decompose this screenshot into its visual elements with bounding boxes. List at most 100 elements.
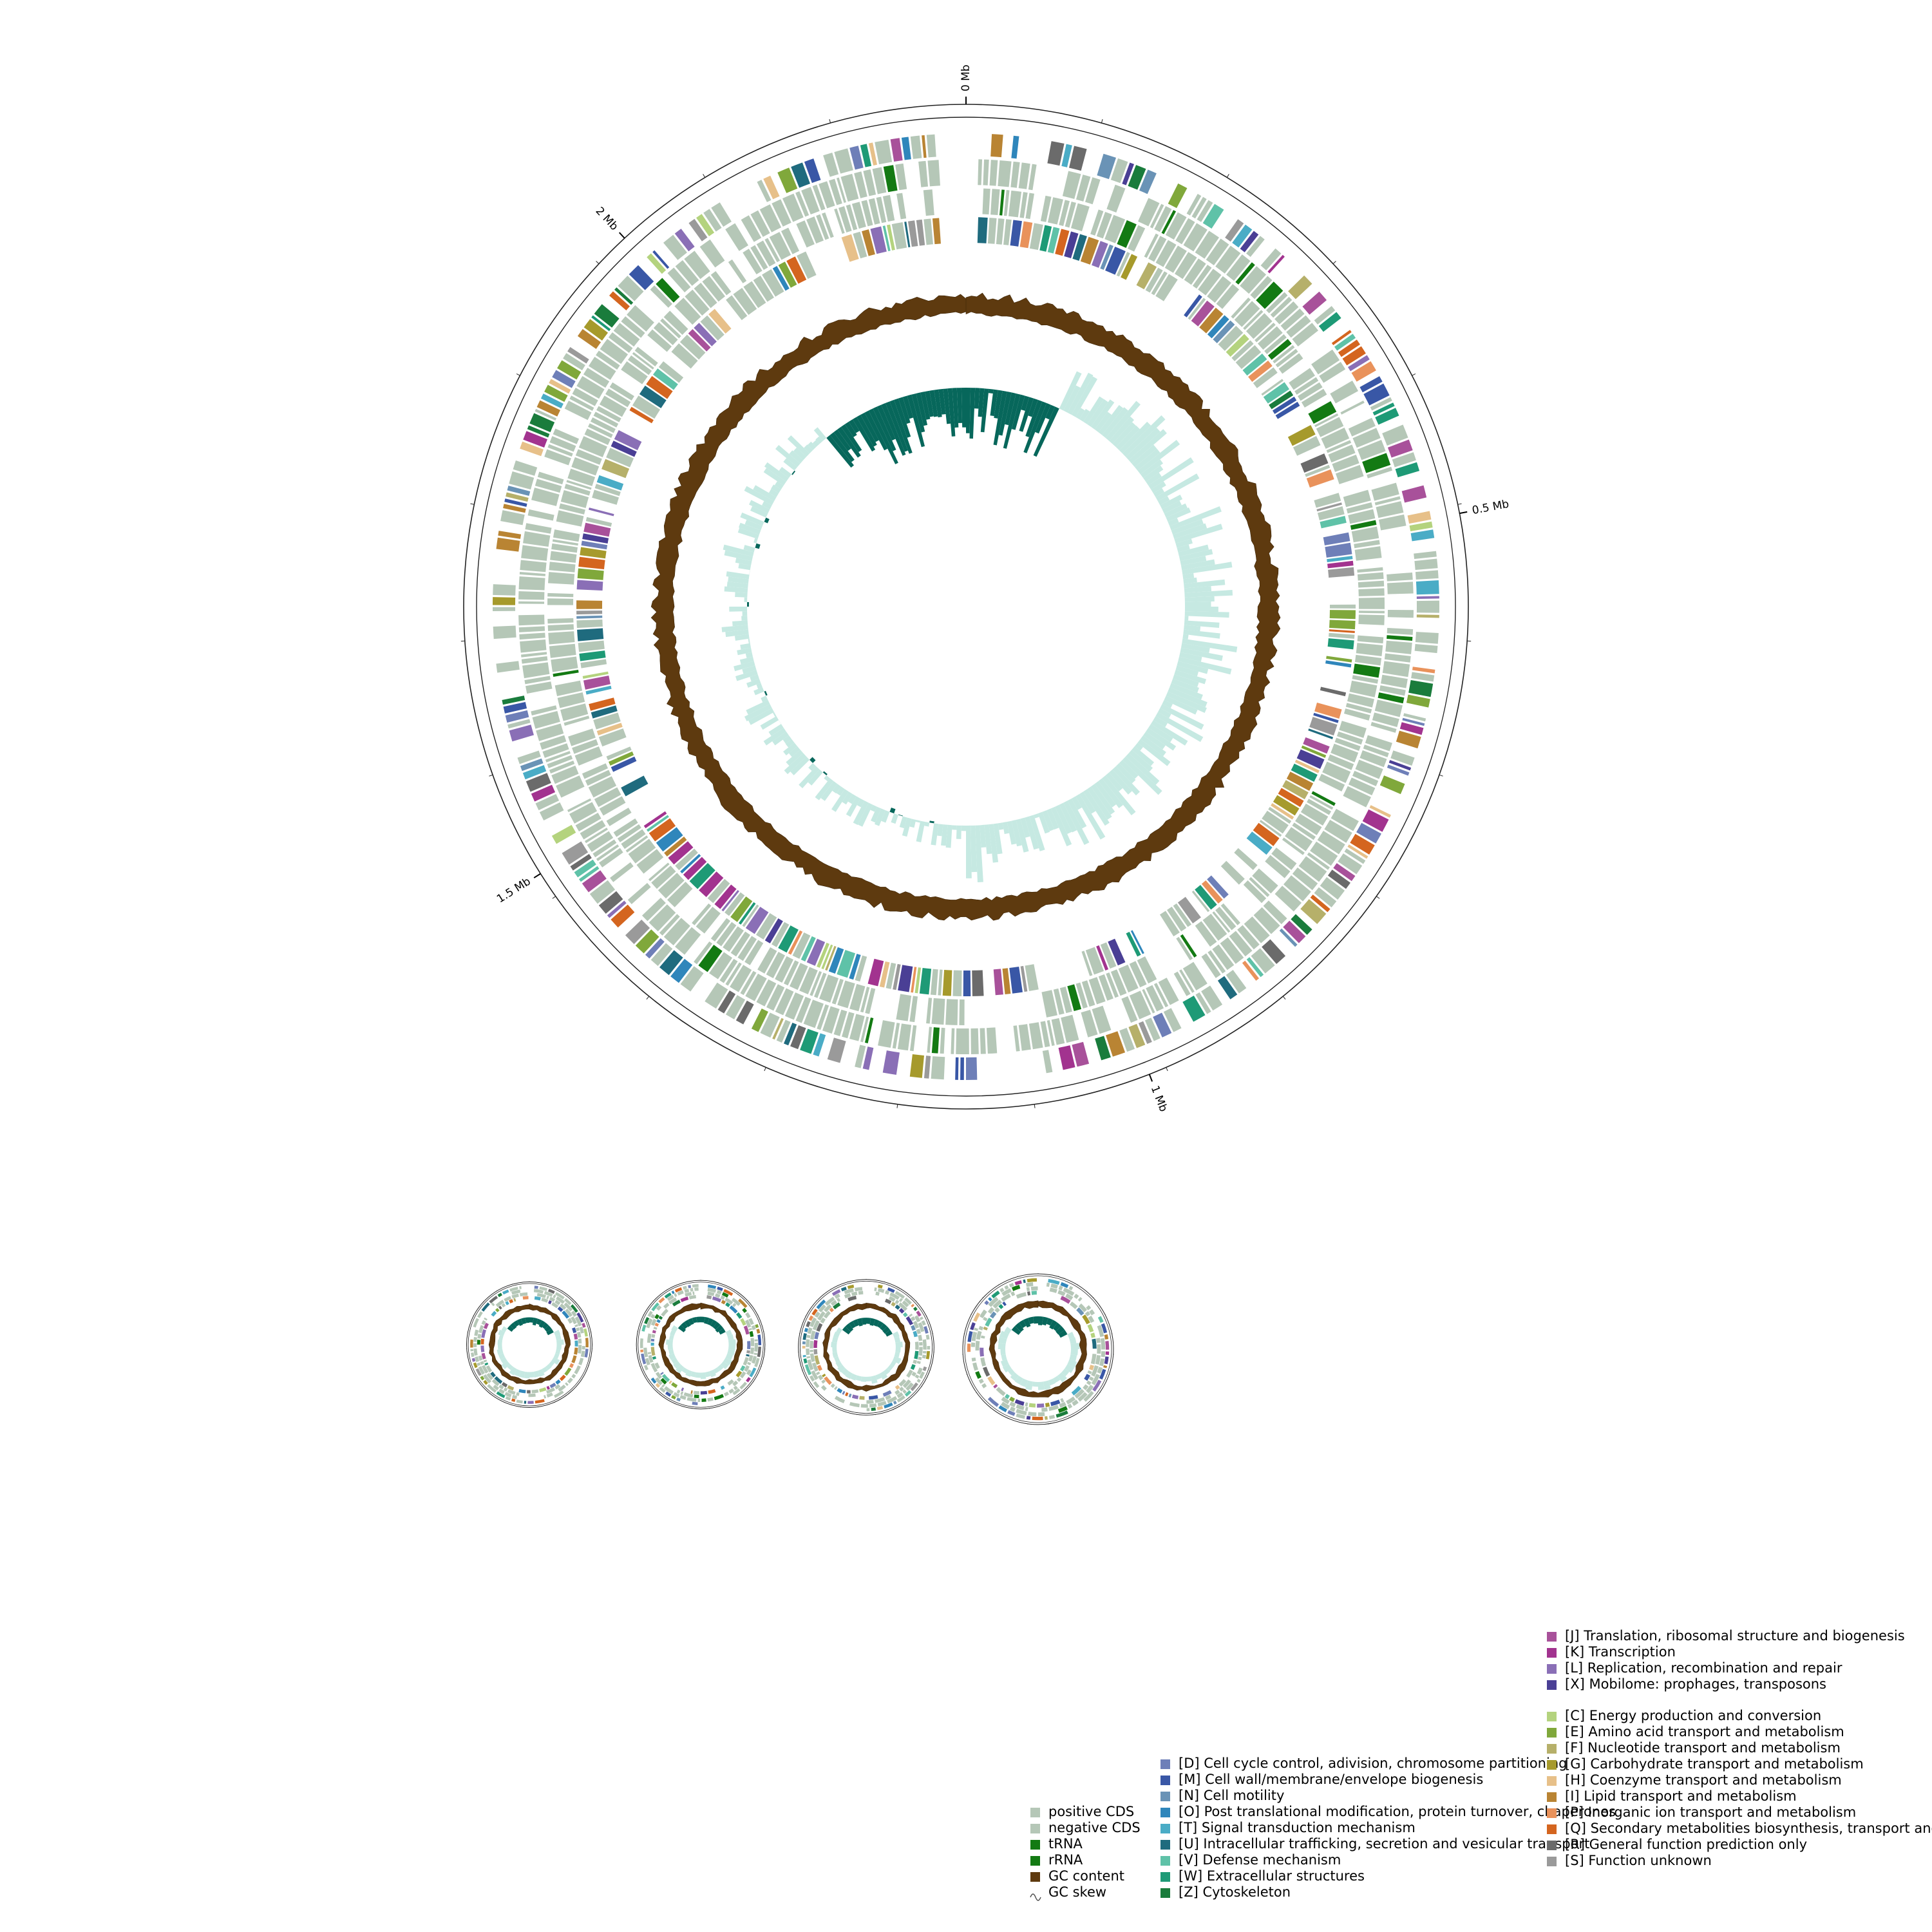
gene-feature bbox=[676, 1397, 681, 1402]
gene-feature bbox=[1395, 462, 1420, 478]
gene-feature bbox=[521, 652, 547, 658]
gene-feature bbox=[811, 1309, 818, 1316]
gc-skew-segment bbox=[1011, 1325, 1021, 1335]
gene-feature bbox=[916, 1329, 922, 1334]
gene-feature bbox=[533, 1289, 544, 1294]
gene-feature bbox=[1076, 1307, 1084, 1316]
gc-skew-segment bbox=[728, 1339, 736, 1345]
gene-feature bbox=[910, 1364, 916, 1370]
gene-feature bbox=[549, 761, 575, 774]
gene-feature bbox=[1308, 401, 1337, 424]
gene-feature bbox=[834, 1396, 846, 1404]
gene-feature bbox=[1081, 1009, 1098, 1037]
gene-feature bbox=[518, 576, 545, 591]
gene-feature bbox=[475, 1356, 480, 1363]
gene-feature bbox=[585, 1338, 589, 1348]
gene-feature bbox=[1068, 146, 1087, 171]
gene-feature bbox=[830, 1383, 835, 1388]
gene-feature bbox=[627, 305, 654, 332]
gc-skew-segment bbox=[1184, 586, 1212, 593]
gene-feature bbox=[1375, 408, 1399, 425]
gene-feature bbox=[1275, 348, 1298, 368]
gene-feature bbox=[882, 194, 895, 222]
gene-feature bbox=[1201, 985, 1223, 1011]
gene-feature bbox=[980, 1309, 987, 1319]
gc-skew-segment bbox=[760, 716, 779, 730]
gene-feature bbox=[677, 1290, 684, 1296]
gene-feature bbox=[746, 1350, 750, 1354]
gc-skew-segment bbox=[1162, 699, 1173, 708]
gene-feature bbox=[1101, 1351, 1106, 1358]
gc-skew-segment bbox=[835, 1360, 842, 1368]
gene-feature bbox=[869, 1395, 878, 1400]
gene-feature bbox=[1104, 1356, 1109, 1365]
gc-skew-segment bbox=[729, 607, 748, 612]
inner-axis-ring bbox=[800, 1281, 933, 1414]
gene-feature bbox=[585, 516, 612, 527]
gene-feature bbox=[916, 1360, 921, 1365]
gene-feature bbox=[1282, 780, 1309, 800]
gene-feature bbox=[1176, 936, 1193, 961]
gene-feature bbox=[795, 996, 811, 1023]
gene-feature bbox=[993, 969, 1003, 996]
gc-skew-segment bbox=[875, 808, 886, 826]
gene-feature bbox=[680, 1296, 689, 1302]
gene-feature bbox=[650, 285, 672, 308]
gc-skew-segment bbox=[1014, 1322, 1024, 1332]
gene-feature bbox=[1301, 745, 1327, 758]
gene-feature bbox=[1042, 1050, 1053, 1074]
gene-feature bbox=[869, 1403, 877, 1408]
gc-skew-segment bbox=[916, 392, 928, 426]
outer-axis-ring bbox=[962, 1273, 1114, 1425]
gene-feature bbox=[549, 436, 576, 452]
gene-feature bbox=[951, 1028, 955, 1054]
gene-feature bbox=[1324, 819, 1352, 843]
gene-feature bbox=[749, 1367, 757, 1378]
gene-feature bbox=[655, 1383, 661, 1388]
gc-skew-segment bbox=[1140, 735, 1166, 757]
cog-cellular-legend-swatch bbox=[1160, 1856, 1170, 1866]
cog-metabolism-legend-label: [F] Nucleotide transport and metabolism bbox=[1565, 1740, 1841, 1756]
gc-skew-segment bbox=[898, 814, 903, 817]
gene-feature bbox=[1010, 1291, 1016, 1296]
gene-feature bbox=[1317, 506, 1345, 520]
gene-feature bbox=[740, 1318, 746, 1326]
gene-feature bbox=[1027, 1291, 1031, 1296]
gene-feature bbox=[1220, 903, 1241, 925]
gene-feature bbox=[1000, 1401, 1010, 1410]
gc-skew-segment bbox=[1002, 821, 1010, 835]
gene-feature bbox=[1096, 945, 1109, 971]
gene-feature bbox=[891, 1302, 896, 1307]
gene-feature bbox=[743, 281, 766, 308]
major-tick bbox=[618, 232, 625, 239]
gene-feature bbox=[696, 214, 715, 236]
gene-feature bbox=[549, 1296, 556, 1302]
gc-skew-segment bbox=[1179, 652, 1202, 662]
gene-feature bbox=[1009, 1401, 1016, 1408]
gc-skew-segment bbox=[753, 538, 758, 544]
gene-feature bbox=[497, 1293, 502, 1298]
gene-feature bbox=[825, 945, 837, 971]
gene-feature bbox=[895, 1385, 900, 1390]
gc-skew-segment bbox=[808, 769, 823, 786]
gene-feature bbox=[1058, 1045, 1075, 1070]
gc-skew-segment bbox=[525, 1317, 529, 1323]
gene-feature bbox=[1092, 1338, 1097, 1349]
gene-feature bbox=[1096, 211, 1112, 239]
gene-feature bbox=[501, 1382, 508, 1388]
gene-feature bbox=[932, 218, 941, 245]
gene-feature bbox=[866, 1408, 870, 1412]
gene-feature bbox=[1356, 643, 1383, 657]
gene-feature bbox=[1381, 674, 1408, 688]
gene-feature bbox=[665, 1391, 672, 1397]
gene-feature bbox=[504, 1392, 512, 1397]
gene-feature bbox=[1215, 245, 1241, 274]
gene-feature bbox=[578, 1358, 584, 1366]
gc-skew-segment bbox=[924, 821, 930, 827]
gene-feature bbox=[594, 787, 621, 808]
gene-feature bbox=[650, 1342, 654, 1346]
gc-skew-segment bbox=[1137, 739, 1171, 766]
gene-feature bbox=[599, 395, 627, 417]
gene-feature bbox=[904, 222, 911, 248]
inner-axis-ring bbox=[964, 1275, 1112, 1423]
